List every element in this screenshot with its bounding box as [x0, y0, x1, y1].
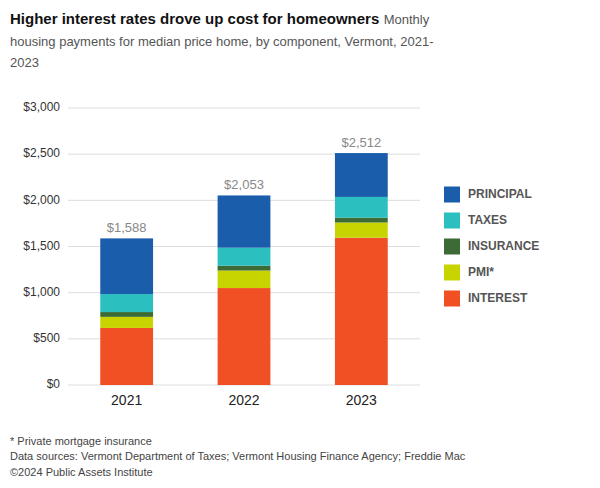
- bar-segment: [100, 238, 153, 294]
- x-tick-label: 2021: [111, 392, 142, 408]
- bar-segment: [100, 294, 153, 312]
- y-tick-label: $0: [47, 377, 61, 391]
- legend-swatch: [444, 265, 460, 281]
- bar-segment: [100, 312, 153, 317]
- total-label: $2,512: [341, 135, 381, 150]
- bar-segment: [335, 153, 388, 197]
- footnote: * Private mortgage insurance: [10, 434, 590, 449]
- header: Higher interest rates drove up cost for …: [0, 0, 460, 80]
- y-tick-label: $1,500: [23, 239, 60, 253]
- chart: $0 $500 $1,000 $1,500 $2,000 $2,500 $3,000 $1,5…: [0, 80, 600, 430]
- bar-segment: [335, 197, 388, 218]
- bar-segment: [218, 266, 271, 271]
- footnote: Data sources: Vermont Department of Taxe…: [10, 449, 590, 464]
- total-label: $2,053: [224, 177, 264, 192]
- bar-segment: [218, 248, 271, 266]
- legend: PRINCIPAL TAXES INSURANCE PMI* INTEREST: [444, 187, 539, 307]
- legend-swatch: [444, 239, 460, 255]
- legend-label: TAXES: [468, 213, 507, 227]
- x-tick-label: 2023: [346, 392, 377, 408]
- legend-label: PRINCIPAL: [468, 187, 532, 201]
- legend-label: PMI*: [468, 265, 494, 279]
- bar-segment: [100, 317, 153, 328]
- bar-segment: [335, 238, 388, 385]
- legend-label: INTEREST: [468, 291, 528, 305]
- x-axis: 2021 2022 2023: [111, 392, 377, 408]
- y-tick-label: $500: [33, 331, 60, 345]
- bar-segment: [218, 271, 271, 289]
- bar-segment: [100, 328, 153, 385]
- total-label: $1,588: [107, 220, 147, 235]
- y-tick-label: $2,500: [23, 146, 60, 160]
- legend-swatch: [444, 291, 460, 307]
- footnote: ©2024 Public Assets Institute: [10, 465, 590, 480]
- legend-swatch: [444, 187, 460, 203]
- title: Higher interest rates drove up cost for …: [10, 10, 379, 27]
- y-axis: $0 $500 $1,000 $1,500 $2,000 $2,500 $3,000: [23, 100, 420, 391]
- bar-segment: [218, 288, 271, 385]
- bars: [100, 153, 387, 385]
- legend-label: INSURANCE: [468, 239, 539, 253]
- grid-line: [68, 108, 420, 109]
- x-tick-label: 2022: [228, 392, 259, 408]
- bar-segment: [335, 218, 388, 223]
- y-tick-label: $3,000: [23, 100, 60, 114]
- footer: * Private mortgage insuranceData sources…: [0, 430, 600, 488]
- total-labels: $1,588 $2,053 $2,512: [107, 135, 381, 235]
- y-tick-label: $2,000: [23, 193, 60, 207]
- bar-segment: [335, 222, 388, 237]
- legend-swatch: [444, 213, 460, 229]
- y-tick-label: $1,000: [23, 285, 60, 299]
- bar-segment: [218, 195, 271, 247]
